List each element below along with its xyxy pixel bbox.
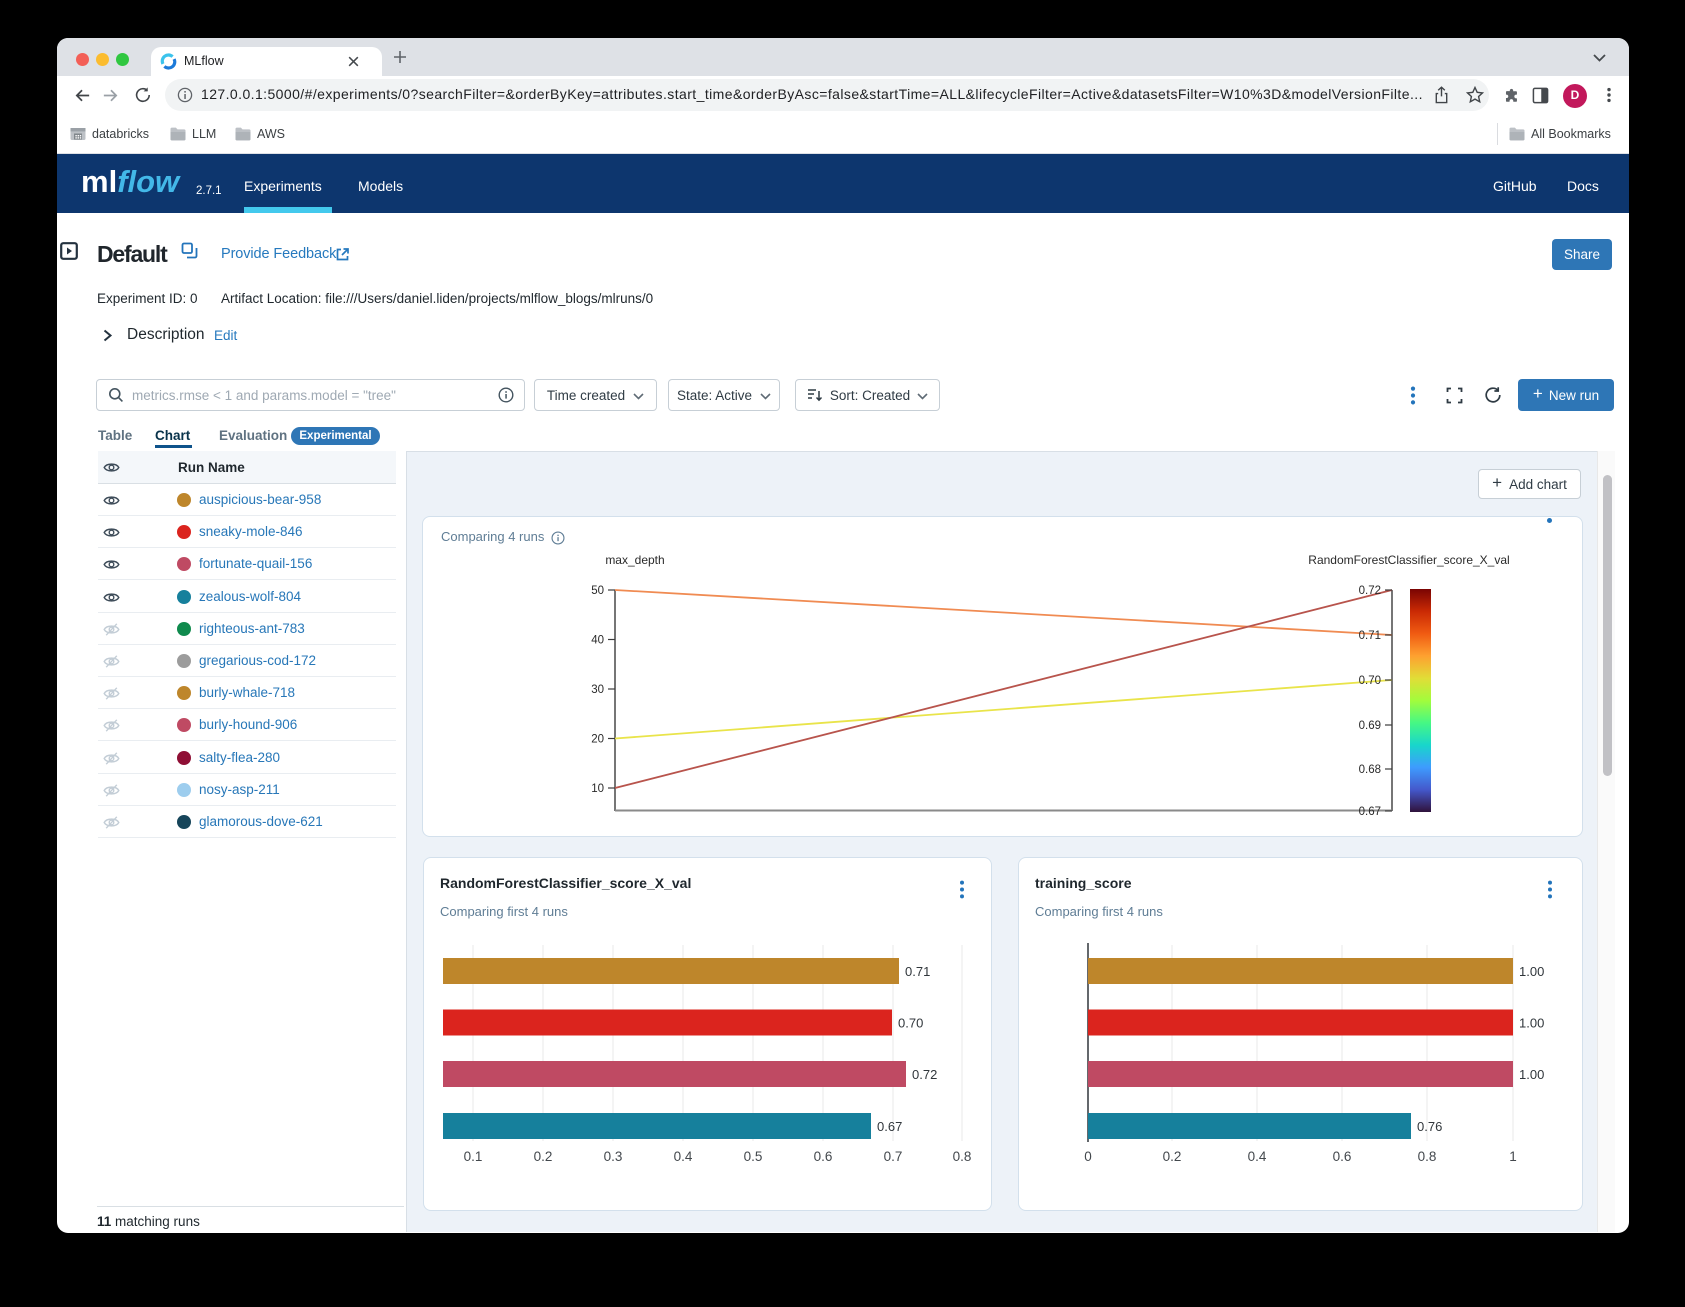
svg-text:0.72: 0.72 bbox=[912, 1067, 937, 1082]
svg-text:0.67: 0.67 bbox=[877, 1119, 902, 1134]
svg-text:0.3: 0.3 bbox=[604, 1149, 623, 1164]
svg-text:0.6: 0.6 bbox=[1333, 1149, 1352, 1164]
svg-text:0.69: 0.69 bbox=[1359, 720, 1381, 732]
svg-text:50: 50 bbox=[591, 585, 604, 597]
svg-text:0.2: 0.2 bbox=[534, 1149, 553, 1164]
svg-text:40: 40 bbox=[591, 635, 604, 647]
svg-text:0.71: 0.71 bbox=[905, 964, 930, 979]
svg-text:0.67: 0.67 bbox=[1359, 806, 1381, 818]
svg-text:0: 0 bbox=[1084, 1149, 1092, 1164]
svg-text:0.1: 0.1 bbox=[464, 1149, 483, 1164]
svg-text:0.68: 0.68 bbox=[1359, 764, 1381, 776]
svg-text:0.72: 0.72 bbox=[1359, 585, 1381, 597]
svg-text:0.8: 0.8 bbox=[1418, 1149, 1437, 1164]
svg-text:30: 30 bbox=[591, 684, 604, 696]
svg-text:10: 10 bbox=[591, 783, 604, 795]
svg-text:0.70: 0.70 bbox=[1359, 675, 1381, 687]
svg-text:0.76: 0.76 bbox=[1417, 1119, 1442, 1134]
svg-text:0.2: 0.2 bbox=[1163, 1149, 1182, 1164]
svg-text:0.7: 0.7 bbox=[884, 1149, 903, 1164]
svg-text:0.70: 0.70 bbox=[898, 1016, 923, 1031]
svg-text:1.00: 1.00 bbox=[1519, 1016, 1544, 1031]
svg-text:20: 20 bbox=[591, 734, 604, 746]
svg-text:0.4: 0.4 bbox=[674, 1149, 693, 1164]
svg-text:1.00: 1.00 bbox=[1519, 964, 1544, 979]
svg-text:0.6: 0.6 bbox=[814, 1149, 833, 1164]
svg-text:max_depth: max_depth bbox=[605, 553, 664, 567]
svg-text:1.00: 1.00 bbox=[1519, 1067, 1544, 1082]
svg-text:0.71: 0.71 bbox=[1359, 630, 1381, 642]
svg-text:0.8: 0.8 bbox=[953, 1149, 972, 1164]
svg-text:RandomForestClassifier_score_X: RandomForestClassifier_score_X_val bbox=[1308, 553, 1509, 567]
svg-text:1: 1 bbox=[1509, 1149, 1517, 1164]
svg-text:0.4: 0.4 bbox=[1248, 1149, 1267, 1164]
svg-text:0.5: 0.5 bbox=[744, 1149, 763, 1164]
